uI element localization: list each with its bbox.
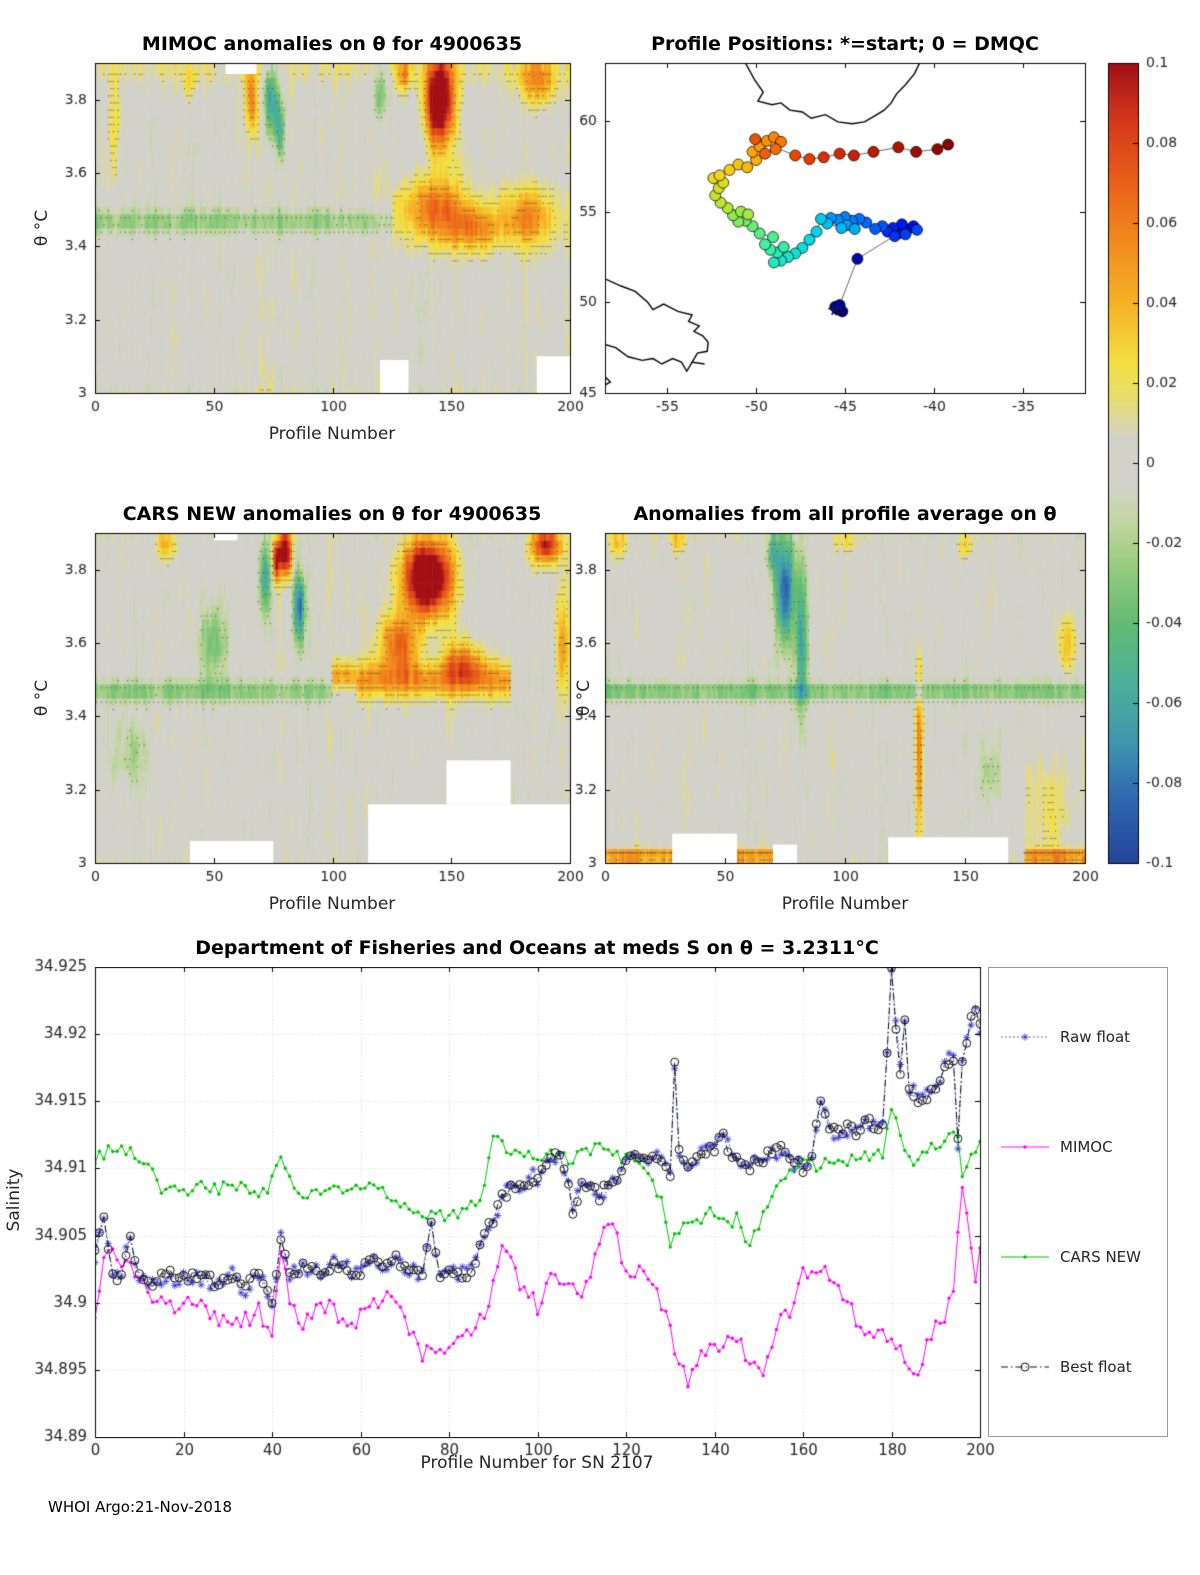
legend-label: Raw float: [1060, 1028, 1131, 1046]
mimoc-xlabel: Profile Number: [268, 424, 396, 444]
cars-panel-title: CARS NEW anomalies on θ for 4900635: [122, 503, 542, 525]
legend-item-mimoc: MIMOC: [989, 1138, 1167, 1156]
footer-text: WHOI Argo:21-Nov-2018: [48, 1498, 232, 1516]
map-panel-title: Profile Positions: *=start; 0 = DMQC: [651, 33, 1039, 55]
legend-item-best-float: Best float: [989, 1358, 1167, 1376]
legend-label: MIMOC: [1060, 1138, 1113, 1156]
legend-item-cars-new: CARS NEW: [989, 1248, 1167, 1266]
salinity-ylabel: Salinity: [4, 1168, 24, 1232]
mimoc-panel-title: MIMOC anomalies on θ for 4900635: [141, 33, 523, 55]
allavg-ylabel: θ °C: [574, 679, 594, 717]
legend-label: CARS NEW: [1060, 1248, 1141, 1266]
legend-sample-icon: [999, 1248, 1051, 1266]
mimoc-ylabel: θ °C: [32, 209, 52, 247]
salinity-xlabel: Profile Number for SN 2107: [420, 1453, 654, 1473]
legend-label: Best float: [1060, 1358, 1132, 1376]
allavg-panel-title: Anomalies from all profile average on θ: [633, 503, 1057, 525]
salinity-legend: Raw float MIMOC CARS NEW Best float: [988, 967, 1168, 1437]
salinity-panel-title: Department of Fisheries and Oceans at me…: [195, 937, 879, 959]
legend-item-raw-float: Raw float: [989, 1028, 1167, 1046]
legend-sample-icon: [999, 1028, 1051, 1046]
legend-sample-icon: [999, 1138, 1051, 1156]
cars-xlabel: Profile Number: [268, 894, 396, 914]
cars-ylabel: θ °C: [32, 679, 52, 717]
legend-sample-icon: [999, 1358, 1051, 1376]
allavg-xlabel: Profile Number: [781, 894, 909, 914]
